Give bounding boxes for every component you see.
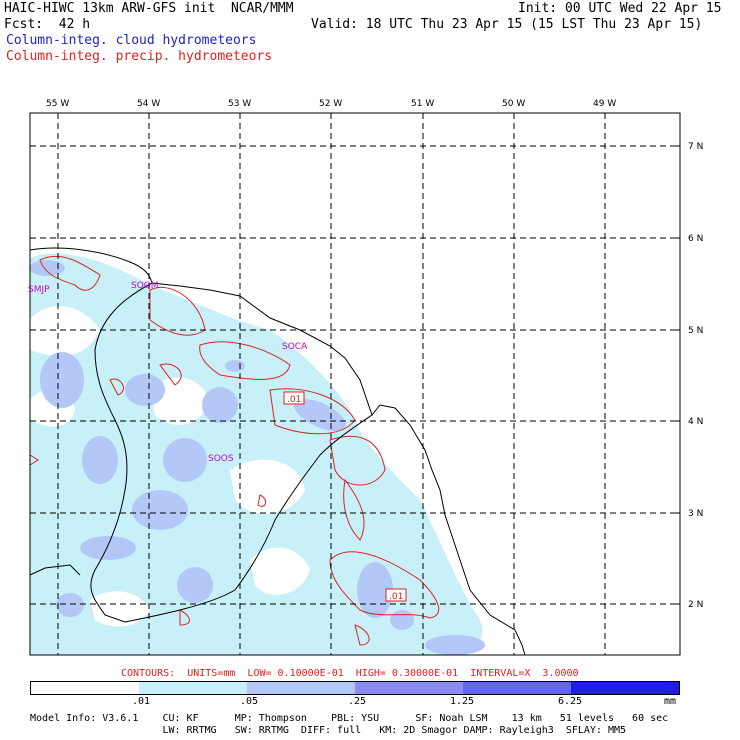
axis-ticks <box>57 113 680 605</box>
station-label: SOCA <box>282 342 308 352</box>
svg-text:.01: .01 <box>389 592 403 602</box>
lon-label: 54 W <box>137 99 160 109</box>
lat-label: 4 N <box>688 417 703 427</box>
model-info-line1: Model Info: V3.6.1 CU: KF MP: Thompson P… <box>30 713 669 724</box>
map-frame <box>29 112 681 656</box>
contour-label: .01 <box>385 588 407 602</box>
station-label: SMJP <box>28 285 50 295</box>
colorbar-bin <box>355 682 463 694</box>
lon-label: 51 W <box>411 99 434 109</box>
lat-label: 5 N <box>688 326 703 336</box>
forecast-hour: Fcst: 42 h <box>4 17 91 32</box>
lat-label: 3 N <box>688 509 703 519</box>
colorbar-unit: mm <box>664 696 677 707</box>
lat-label: 6 N <box>688 234 703 244</box>
plot-title: HAIC-HIWC 13km ARW-GFS init NCAR/MMM <box>4 1 294 16</box>
colorbar-label: 6.25 <box>558 696 583 707</box>
colorbar-bin <box>139 682 247 694</box>
colorbar-label: .05 <box>240 696 259 707</box>
colorbar-bin <box>31 682 139 694</box>
colorbar-label: 1.25 <box>450 696 475 707</box>
lat-label: 7 N <box>688 142 703 152</box>
field-precip-label: Column-integ. precip. hydrometeors <box>6 49 273 64</box>
contour-info: CONTOURS: UNITS=mm LOW= 0.10000E-01 HIGH… <box>121 668 579 679</box>
init-time: Init: 00 UTC Wed 22 Apr 15 <box>518 1 722 16</box>
graticule <box>30 113 680 655</box>
lat-label: 2 N <box>688 600 703 610</box>
colorbar-label: .01 <box>132 696 151 707</box>
lon-label: 53 W <box>228 99 251 109</box>
colorbar-bin <box>571 682 679 694</box>
contour-label: .01 <box>283 391 305 405</box>
lon-label: 50 W <box>502 99 525 109</box>
lon-label: 55 W <box>46 99 69 109</box>
lon-label: 49 W <box>593 99 616 109</box>
lon-label: 52 W <box>319 99 342 109</box>
colorbar <box>30 681 680 695</box>
colorbar-bin <box>463 682 571 694</box>
station-label: SOOS <box>208 454 234 464</box>
colorbar-bin <box>247 682 355 694</box>
colorbar-label: .25 <box>348 696 367 707</box>
svg-text:.01: .01 <box>287 395 301 405</box>
shaded-field <box>29 253 485 655</box>
station-label: SOGM <box>131 281 159 291</box>
field-cloud-label: Column-integ. cloud hydrometeors <box>6 33 257 48</box>
model-info-line2: LW: RRTMG SW: RRTMG DIFF: full KM: 2D Sm… <box>30 725 627 736</box>
valid-time: Valid: 18 UTC Thu 23 Apr 15 (15 LST Thu … <box>311 17 703 32</box>
